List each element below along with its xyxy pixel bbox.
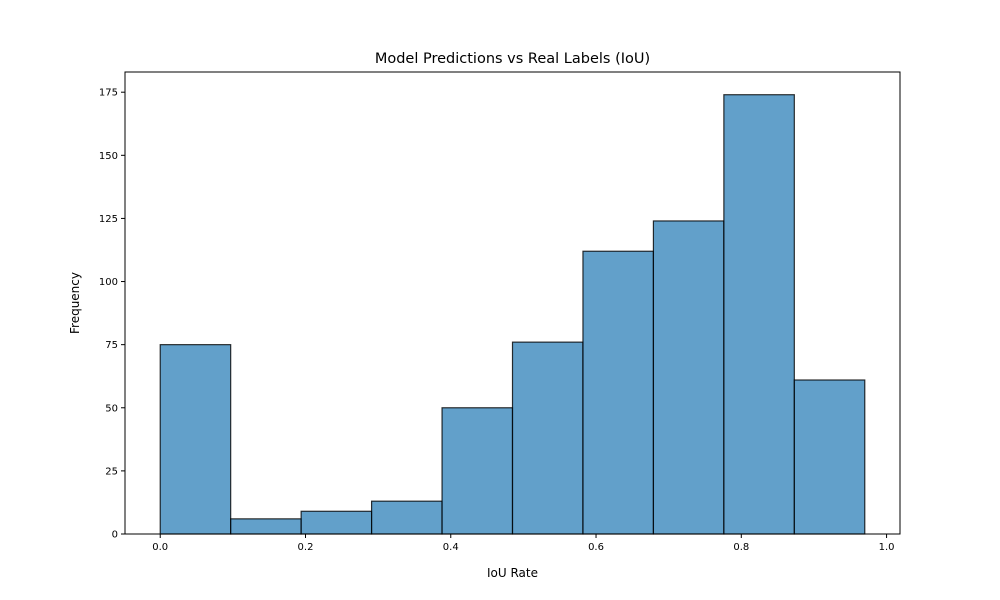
x-axis-title: IoU Rate <box>487 566 538 580</box>
y-tick-label: 100 <box>99 277 118 288</box>
x-tick-label: 0.4 <box>443 542 459 553</box>
histogram-bar <box>370 500 443 535</box>
histogram-bar <box>159 344 232 535</box>
histogram-bar <box>793 379 866 535</box>
plot-frame <box>124 71 901 535</box>
histogram-bar <box>511 341 584 535</box>
x-tick-label: 0.2 <box>298 542 314 553</box>
chart-title: Model Predictions vs Real Labels (IoU) <box>375 51 650 67</box>
bars-group <box>159 94 866 535</box>
histogram-bar <box>582 250 655 535</box>
y-tick-label: 175 <box>99 88 118 99</box>
x-tick-label: 1.0 <box>879 542 895 553</box>
y-tick-label: 50 <box>105 403 118 414</box>
y-axis-title: Frequency <box>68 272 82 334</box>
histogram-bar <box>300 510 373 535</box>
y-tick-label: 25 <box>105 466 118 477</box>
y-tick-label: 150 <box>99 151 118 162</box>
y-tick-label: 125 <box>99 214 118 225</box>
x-tick-label: 0.8 <box>733 542 749 553</box>
x-tick-label: 0.0 <box>152 542 168 553</box>
y-axis-ticks: 0 25 50 75 100 125 150 175 <box>99 88 125 541</box>
histogram-bar <box>441 407 514 535</box>
x-tick-label: 0.6 <box>588 542 604 553</box>
y-tick-label: 75 <box>105 340 118 351</box>
histogram-bar <box>230 518 302 535</box>
x-axis-ticks: 0.0 0.2 0.4 0.6 0.8 1.0 <box>152 534 895 553</box>
histogram-bar <box>723 94 795 535</box>
y-tick-label: 0 <box>112 530 118 541</box>
histogram-bar <box>652 220 725 535</box>
